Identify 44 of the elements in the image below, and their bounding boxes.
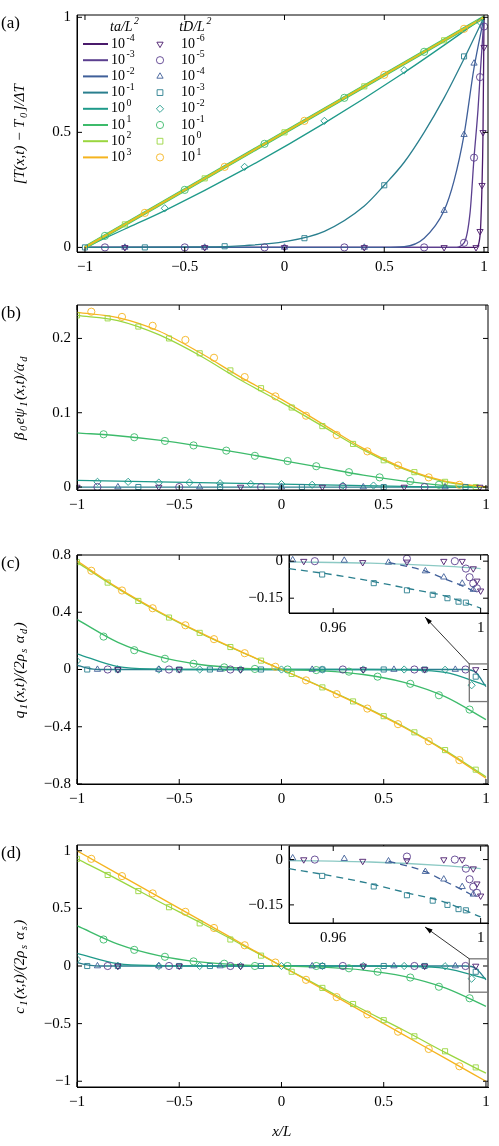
y-tick-label: −1 bbox=[55, 1072, 71, 1089]
y-tick-label: 0.4 bbox=[52, 603, 72, 620]
y-tick-label: 0.2 bbox=[52, 329, 71, 346]
y-tick-label: 0.5 bbox=[52, 123, 71, 140]
y-tick-label: −0.4 bbox=[43, 717, 72, 734]
x-tick-label: 0.5 bbox=[374, 257, 394, 274]
y-tick-label: 0.1 bbox=[52, 403, 71, 420]
x-tick-label: 1 bbox=[482, 1092, 490, 1109]
chart-title: (c) bbox=[1, 553, 20, 573]
y-tick-label: −0.8 bbox=[43, 774, 71, 791]
x-tick-label: −0.5 bbox=[165, 1092, 193, 1109]
y-tick-label: 0 bbox=[63, 477, 71, 494]
y-tick-label: 0.5 bbox=[52, 899, 71, 916]
y-tick-label: 0 bbox=[63, 956, 71, 973]
y-tick-label: −0.15 bbox=[248, 589, 283, 606]
y-tick-label: −0.15 bbox=[248, 895, 283, 912]
x-axis-title: x/L bbox=[271, 1122, 292, 1139]
y-axis-title: [T(x,t) − T0]/ΔT bbox=[10, 82, 29, 185]
x-tick-label: 1 bbox=[482, 789, 490, 806]
chart-title: (a) bbox=[1, 13, 20, 33]
x-tick-label: −0.5 bbox=[165, 495, 193, 512]
y-axis-title: β0eψ1(x,t)/αd bbox=[10, 355, 29, 441]
chart-title: (b) bbox=[1, 303, 21, 323]
x-tick-label: −0.5 bbox=[171, 257, 199, 274]
chart-title: (d) bbox=[1, 843, 21, 863]
x-tick-label: 1 bbox=[482, 495, 490, 512]
x-tick-label: 0.5 bbox=[374, 495, 394, 512]
x-tick-label: 0.5 bbox=[374, 1092, 394, 1109]
x-tick-label: −0.5 bbox=[165, 789, 193, 806]
y-axis-title: c1(x,t)/(2ρs αs) bbox=[10, 919, 29, 1014]
y-tick-label: 1 bbox=[63, 841, 71, 858]
y-axis-title: q1(x,t)/(2ρs αd) bbox=[10, 622, 29, 719]
y-tick-label: 0.8 bbox=[52, 545, 71, 562]
y-tick-label: 0 bbox=[63, 660, 71, 677]
x-tick-label: 1 bbox=[480, 257, 488, 274]
x-tick-label: −1 bbox=[77, 257, 93, 274]
y-tick-label: 0 bbox=[275, 850, 283, 867]
y-tick-label: 0 bbox=[275, 552, 283, 569]
y-tick-label: 0 bbox=[63, 238, 71, 255]
y-tick-label: 1 bbox=[63, 8, 71, 25]
y-tick-label: −0.5 bbox=[43, 1014, 71, 1031]
x-tick-label: 0.96 bbox=[320, 928, 347, 945]
x-tick-label: 0.5 bbox=[374, 789, 394, 806]
x-tick-label: 0.96 bbox=[320, 618, 347, 635]
